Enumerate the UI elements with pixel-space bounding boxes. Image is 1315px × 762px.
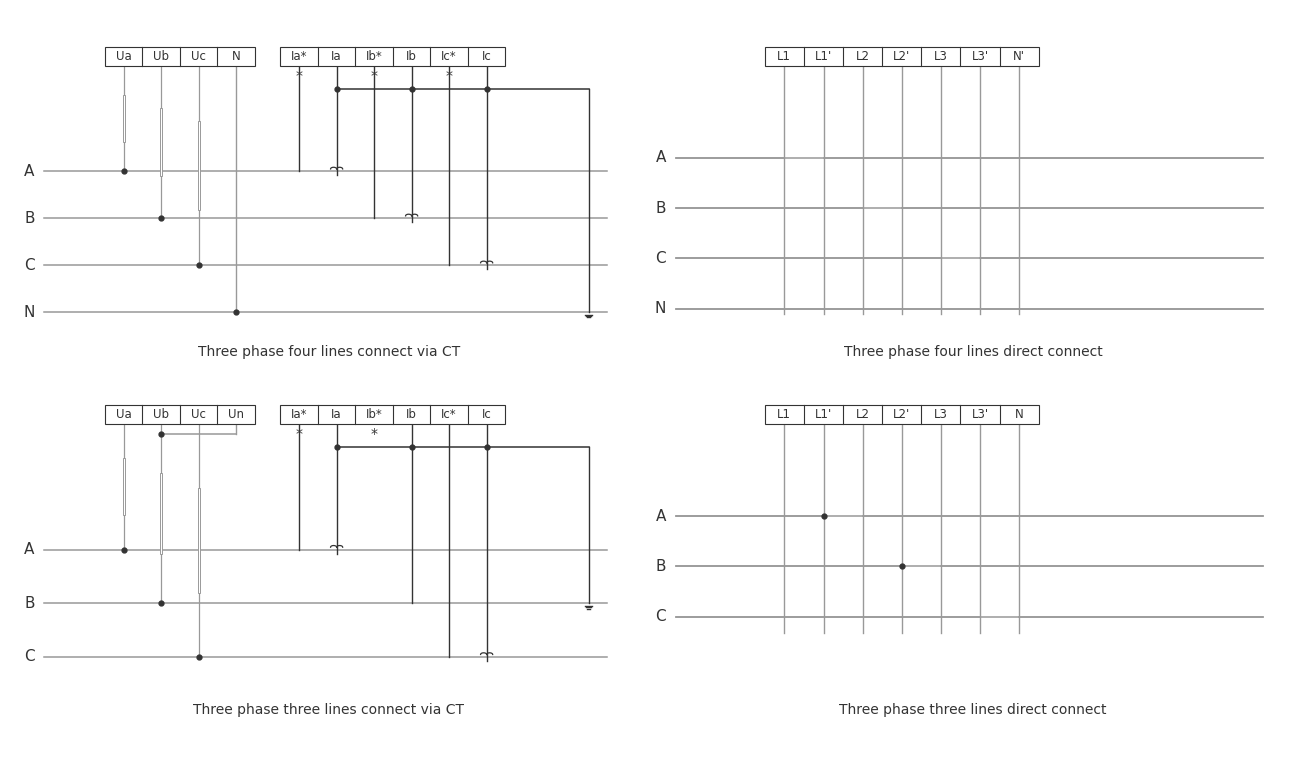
Text: *: * (371, 69, 377, 83)
Bar (765, 47, 1039, 66)
Text: *: * (446, 69, 452, 83)
Text: Ib: Ib (406, 50, 417, 63)
Bar (160, 107, 162, 176)
Text: A: A (24, 542, 34, 557)
Bar (160, 473, 162, 554)
Text: Ub: Ub (153, 408, 170, 421)
Text: Ib: Ib (406, 408, 417, 421)
Text: Ia*: Ia* (291, 408, 308, 421)
Text: L3: L3 (934, 408, 948, 421)
Text: Un: Un (229, 408, 245, 421)
Bar (280, 47, 505, 66)
Text: L2': L2' (893, 408, 910, 421)
Text: Three phase three lines direct connect: Three phase three lines direct connect (839, 703, 1107, 717)
Text: L2': L2' (893, 50, 910, 63)
Text: B: B (24, 596, 34, 610)
Text: N: N (231, 50, 241, 63)
Text: C: C (24, 649, 34, 664)
Text: B: B (655, 200, 665, 216)
Text: Ic: Ic (481, 408, 492, 421)
Bar (105, 405, 255, 424)
Text: A: A (655, 150, 665, 165)
Text: Ub: Ub (153, 50, 170, 63)
Text: L1': L1' (815, 50, 832, 63)
Text: C: C (24, 258, 34, 273)
Text: Ua: Ua (116, 50, 132, 63)
Text: Ua: Ua (116, 408, 132, 421)
Text: L1: L1 (777, 50, 792, 63)
Text: A: A (24, 164, 34, 179)
Text: *: * (296, 427, 302, 441)
Text: Three phase four lines direct connect: Three phase four lines direct connect (844, 345, 1102, 359)
Bar (105, 47, 255, 66)
Bar (197, 488, 200, 593)
Bar (280, 405, 505, 424)
Text: L3': L3' (972, 408, 989, 421)
Text: *: * (296, 69, 302, 83)
Text: Three phase three lines connect via CT: Three phase three lines connect via CT (193, 703, 464, 717)
Text: L1': L1' (815, 408, 832, 421)
Text: Ic*: Ic* (442, 408, 456, 421)
Text: N': N' (1013, 50, 1026, 63)
Bar (122, 459, 125, 515)
Text: L1: L1 (777, 408, 792, 421)
Text: Ia: Ia (331, 408, 342, 421)
Text: N: N (655, 301, 667, 316)
Text: Uc: Uc (191, 408, 206, 421)
Text: C: C (655, 251, 665, 266)
Text: Ib*: Ib* (366, 50, 383, 63)
Bar (765, 405, 1039, 424)
Text: L2: L2 (856, 50, 869, 63)
Text: Ia*: Ia* (291, 50, 308, 63)
Text: Ic: Ic (481, 50, 492, 63)
Text: B: B (655, 559, 665, 574)
Text: Ic*: Ic* (442, 50, 456, 63)
Text: L2: L2 (856, 408, 869, 421)
Text: Uc: Uc (191, 50, 206, 63)
Text: L3': L3' (972, 50, 989, 63)
Text: C: C (655, 609, 665, 624)
Text: L3: L3 (934, 50, 948, 63)
Text: A: A (655, 508, 665, 523)
Text: B: B (24, 211, 34, 226)
Text: Ia: Ia (331, 50, 342, 63)
Text: Three phase four lines connect via CT: Three phase four lines connect via CT (197, 345, 460, 359)
Text: Ib*: Ib* (366, 408, 383, 421)
Text: *: * (371, 427, 377, 441)
Bar (197, 120, 200, 210)
Bar (122, 94, 125, 142)
Text: N: N (24, 305, 36, 319)
Text: N: N (1015, 408, 1023, 421)
